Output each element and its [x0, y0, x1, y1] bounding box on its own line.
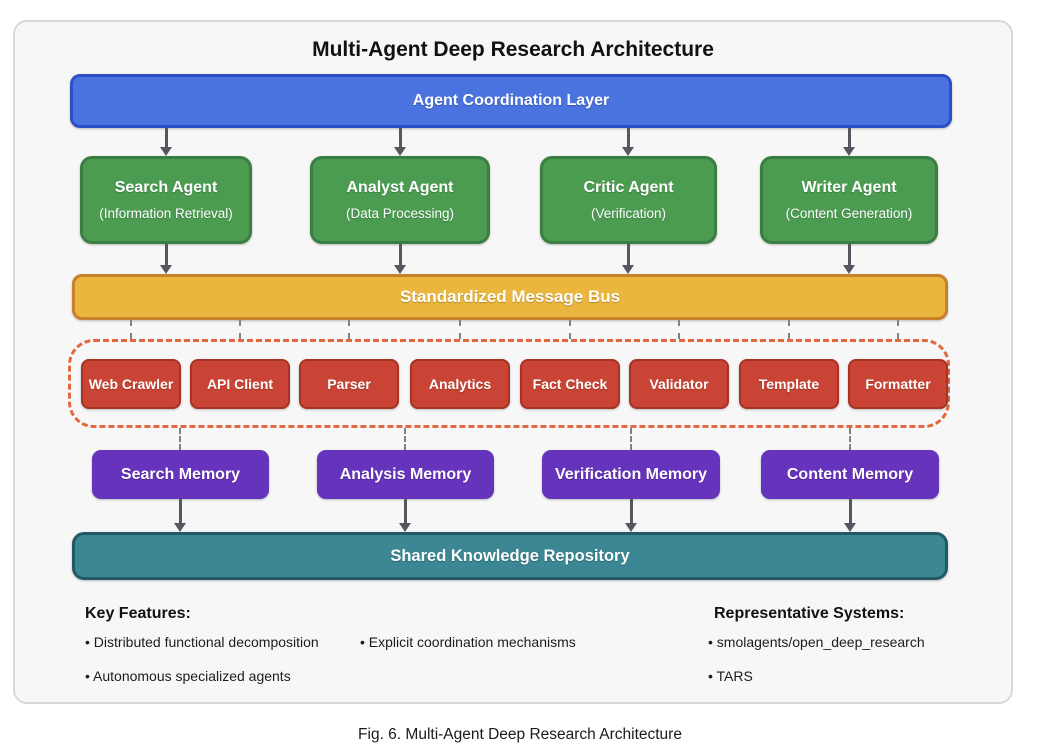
diagram-panel: Multi-Agent Deep Research Architecture A… — [13, 20, 1013, 704]
node-tool-fact-check: Fact Check — [520, 359, 620, 409]
dashed-connector-bus-tool-5 — [569, 320, 571, 339]
node-tool-formatter: Formatter — [848, 359, 948, 409]
node-analysis-memory: Analysis Memory — [317, 450, 494, 499]
figure-caption: Fig. 6. Multi-Agent Deep Research Archit… — [358, 726, 682, 743]
dashed-connector-bus-tool-2 — [239, 320, 241, 339]
node-tool-analytics: Analytics — [410, 359, 510, 409]
agent-role: (Content Generation) — [785, 206, 913, 221]
key-features-heading: Key Features: — [85, 605, 191, 622]
representative-systems-heading: Representative Systems: — [714, 605, 905, 622]
node-tool-web-crawler: Web Crawler — [81, 359, 181, 409]
node-agent-coordination-layer: Agent Coordination Layer — [70, 74, 952, 128]
key-feature-item: • Distributed functional decomposition — [85, 634, 319, 650]
arrow-critic-agent-to-bus — [622, 244, 634, 274]
arrow-analysis-memory-to-repository — [399, 499, 411, 532]
representative-system-item: • smolagents/open_deep_research — [708, 634, 925, 650]
node-critic-agent: Critic Agent (Verification) — [540, 156, 717, 244]
node-search-agent: Search Agent (Information Retrieval) — [80, 156, 252, 244]
arrow-analyst-agent-to-bus — [394, 244, 406, 274]
dashed-connector-tools-search-memory — [179, 428, 181, 450]
tool-group-container — [68, 339, 950, 428]
node-label: Standardized Message Bus — [399, 287, 621, 306]
arrow-search-memory-to-repository — [174, 499, 186, 532]
agent-name: Writer Agent — [801, 179, 897, 196]
arrow-coordination-to-analyst-agent — [394, 128, 406, 156]
dashed-connector-bus-tool-6 — [678, 320, 680, 339]
dashed-connector-tools-content-memory — [849, 428, 851, 450]
node-label: Agent Coordination Layer — [412, 92, 610, 109]
dashed-connector-bus-tool-3 — [348, 320, 350, 339]
diagram-title: Multi-Agent Deep Research Architecture — [312, 38, 714, 61]
agent-role: (Information Retrieval) — [99, 206, 233, 221]
agent-role: (Verification) — [590, 206, 667, 221]
node-analyst-agent: Analyst Agent (Data Processing) — [310, 156, 490, 244]
agent-name: Critic Agent — [583, 179, 674, 196]
key-feature-item: • Explicit coordination mechanisms — [360, 634, 576, 650]
dashed-connector-tools-verification-memory — [630, 428, 632, 450]
node-search-memory: Search Memory — [92, 450, 269, 499]
node-label: Shared Knowledge Repository — [390, 546, 630, 565]
arrow-content-memory-to-repository — [844, 499, 856, 532]
node-content-memory: Content Memory — [761, 450, 939, 499]
node-tool-template: Template — [739, 359, 839, 409]
node-tool-parser: Parser — [299, 359, 399, 409]
arrow-coordination-to-writer-agent — [843, 128, 855, 156]
key-feature-item: • Autonomous specialized agents — [85, 668, 291, 684]
agent-role: (Data Processing) — [345, 206, 455, 221]
arrow-writer-agent-to-bus — [843, 244, 855, 274]
dashed-connector-bus-tool-4 — [459, 320, 461, 339]
node-standardized-message-bus: Standardized Message Bus — [72, 274, 948, 320]
node-writer-agent: Writer Agent (Content Generation) — [760, 156, 938, 244]
node-shared-knowledge-repository: Shared Knowledge Repository — [72, 532, 948, 580]
arrow-search-agent-to-bus — [160, 244, 172, 274]
arrow-coordination-to-search-agent — [160, 128, 172, 156]
representative-system-item: • TARS — [708, 668, 753, 684]
arrow-coordination-to-critic-agent — [622, 128, 634, 156]
node-tool-api-client: API Client — [190, 359, 290, 409]
arrow-verification-memory-to-repository — [625, 499, 637, 532]
node-tool-validator: Validator — [629, 359, 729, 409]
agent-name: Search Agent — [114, 179, 218, 196]
node-verification-memory: Verification Memory — [542, 450, 720, 499]
dashed-connector-tools-analysis-memory — [404, 428, 406, 450]
dashed-connector-bus-tool-8 — [897, 320, 899, 339]
dashed-connector-bus-tool-1 — [130, 320, 132, 339]
agent-name: Analyst Agent — [346, 179, 454, 196]
dashed-connector-bus-tool-7 — [788, 320, 790, 339]
